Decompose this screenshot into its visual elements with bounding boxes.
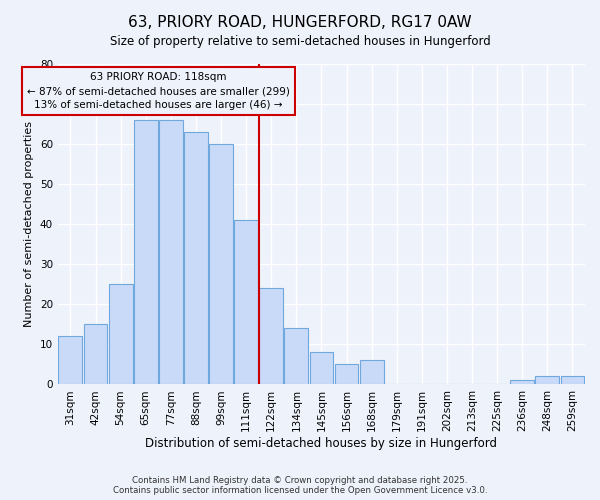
- Bar: [209, 144, 233, 384]
- Bar: [360, 360, 383, 384]
- Text: Size of property relative to semi-detached houses in Hungerford: Size of property relative to semi-detach…: [110, 35, 490, 48]
- Bar: [511, 380, 534, 384]
- Bar: [310, 352, 334, 384]
- Text: Contains HM Land Registry data © Crown copyright and database right 2025.
Contai: Contains HM Land Registry data © Crown c…: [113, 476, 487, 495]
- Bar: [535, 376, 559, 384]
- Bar: [83, 324, 107, 384]
- Y-axis label: Number of semi-detached properties: Number of semi-detached properties: [25, 121, 34, 327]
- Bar: [259, 288, 283, 384]
- Text: 63 PRIORY ROAD: 118sqm
← 87% of semi-detached houses are smaller (299)
13% of se: 63 PRIORY ROAD: 118sqm ← 87% of semi-det…: [27, 72, 290, 110]
- Bar: [560, 376, 584, 384]
- Bar: [134, 120, 158, 384]
- Text: 63, PRIORY ROAD, HUNGERFORD, RG17 0AW: 63, PRIORY ROAD, HUNGERFORD, RG17 0AW: [128, 15, 472, 30]
- Bar: [234, 220, 258, 384]
- Bar: [184, 132, 208, 384]
- Bar: [109, 284, 133, 384]
- Bar: [58, 336, 82, 384]
- Bar: [335, 364, 358, 384]
- X-axis label: Distribution of semi-detached houses by size in Hungerford: Distribution of semi-detached houses by …: [145, 437, 497, 450]
- Bar: [159, 120, 183, 384]
- Bar: [284, 328, 308, 384]
